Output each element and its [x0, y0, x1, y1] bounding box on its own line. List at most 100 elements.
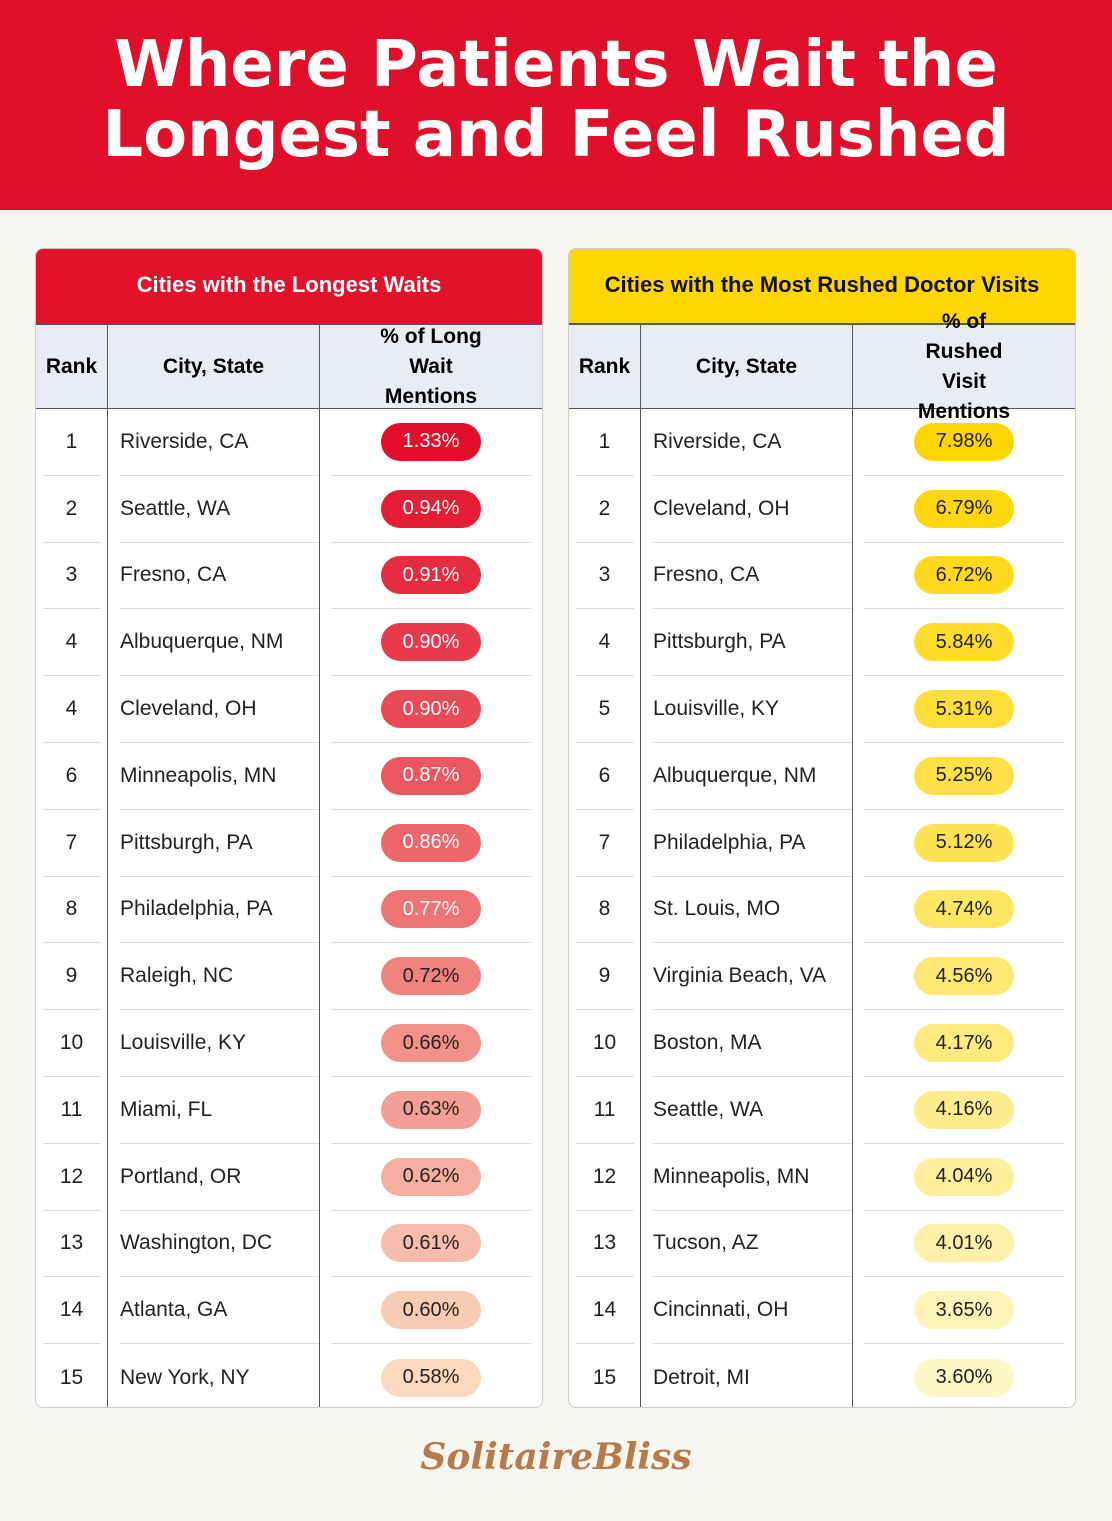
city: Philadelphia, PA: [120, 877, 319, 944]
value-pill: 0.86%: [381, 823, 481, 862]
rank-cell: 3: [36, 542, 108, 610]
value-pill: 4.56%: [914, 957, 1014, 996]
city-cell: Cincinnati, OH: [641, 1277, 853, 1345]
value-pill: 0.90%: [381, 623, 481, 662]
value-pill: 6.72%: [914, 556, 1014, 595]
value-wrap: 0.87%: [331, 743, 531, 810]
rank: 15: [592, 1365, 617, 1389]
value-pill: 4.16%: [914, 1090, 1014, 1129]
rank: 2: [575, 476, 634, 543]
city: Fresno, CA: [653, 543, 852, 610]
column-label: Rank: [36, 325, 108, 408]
rank: 5: [575, 676, 634, 743]
city: Philadelphia, PA: [653, 810, 852, 877]
value-wrap: 0.90%: [331, 609, 531, 677]
value-cell: 6.72%: [853, 543, 1075, 610]
table-row: 4 Albuquerque, NM 0.90%: [36, 609, 542, 677]
value-cell: 3.65%: [853, 1277, 1075, 1345]
city-cell: Minneapolis, MN: [641, 1143, 853, 1211]
value-pill: 4.04%: [914, 1157, 1014, 1196]
value-pill: 0.90%: [381, 690, 481, 729]
value-cell: 0.58%: [320, 1344, 542, 1407]
city-cell: Raleigh, NC: [108, 943, 320, 1011]
rank: 6: [575, 743, 634, 810]
rank-cell: 6: [569, 742, 641, 810]
table-row: 15 New York, NY 0.58%: [36, 1344, 542, 1407]
table-row: 3 Fresno, CA 0.91%: [36, 542, 542, 610]
value-wrap: 0.66%: [331, 1010, 531, 1077]
value-pill: 0.94%: [381, 489, 481, 528]
city-cell: St. Louis, MO: [641, 876, 853, 944]
city: Louisville, KY: [120, 1010, 319, 1077]
value-pill: 0.91%: [381, 556, 481, 595]
rank-cell: 2: [36, 475, 108, 543]
rank-cell: 10: [36, 1010, 108, 1077]
value-cell: 7.98%: [853, 409, 1075, 476]
rank: 6: [42, 743, 101, 810]
value-wrap: 5.25%: [864, 743, 1064, 810]
city: Atlanta, GA: [120, 1277, 319, 1345]
rank: 11: [42, 1077, 101, 1144]
rank-cell: 4: [569, 609, 641, 677]
city: Virginia Beach, VA: [653, 943, 852, 1011]
table-title: Cities with the Most Rushed Doctor Visit…: [569, 249, 1075, 325]
table-row: 13 Washington, DC 0.61%: [36, 1210, 542, 1278]
city: Louisville, KY: [653, 676, 852, 743]
value-cell: 4.74%: [853, 877, 1075, 944]
rank: 4: [575, 609, 634, 677]
city-cell: Miami, FL: [108, 1076, 320, 1144]
column-label: Rank: [569, 325, 641, 408]
city-cell: Atlanta, GA: [108, 1277, 320, 1345]
value-cell: 0.60%: [320, 1277, 542, 1345]
city-cell: Louisville, KY: [108, 1010, 320, 1077]
value-cell: 4.01%: [853, 1211, 1075, 1278]
value-pill: 4.17%: [914, 1024, 1014, 1063]
city-cell: Minneapolis, MN: [108, 742, 320, 810]
rank-cell: 15: [36, 1344, 108, 1407]
rank-cell: 1: [36, 409, 108, 476]
rank: 8: [42, 877, 101, 944]
value-cell: 0.77%: [320, 877, 542, 944]
rank-cell: 1: [569, 409, 641, 476]
table-row: 7 Pittsburgh, PA 0.86%: [36, 809, 542, 877]
value-cell: 5.84%: [853, 609, 1075, 677]
table-row: 4 Pittsburgh, PA 5.84%: [569, 609, 1075, 677]
value-wrap: 0.63%: [331, 1077, 531, 1144]
value-pill: 0.63%: [381, 1090, 481, 1129]
city-cell: Boston, MA: [641, 1010, 853, 1077]
table-row: 8 St. Louis, MO 4.74%: [569, 876, 1075, 944]
table-row: 14 Atlanta, GA 0.60%: [36, 1277, 542, 1345]
rank: 9: [42, 943, 101, 1011]
table: Cities with the Most Rushed Doctor Visit…: [568, 248, 1076, 1408]
table-row: 1 Riverside, CA 1.33%: [36, 409, 542, 476]
value-wrap: 4.04%: [864, 1144, 1064, 1211]
city-cell: Cleveland, OH: [108, 676, 320, 743]
city: Seattle, WA: [120, 476, 319, 543]
rank: 15: [59, 1365, 84, 1389]
table-title: Cities with the Longest Waits: [36, 249, 542, 325]
value-wrap: 0.61%: [331, 1211, 531, 1278]
value-cell: 0.94%: [320, 476, 542, 543]
value-wrap: 6.72%: [864, 543, 1064, 610]
value-cell: 4.56%: [853, 943, 1075, 1011]
table-row: 10 Boston, MA 4.17%: [569, 1010, 1075, 1077]
city: Riverside, CA: [653, 409, 852, 476]
rank-cell: 11: [36, 1076, 108, 1144]
table-row: 15 Detroit, MI 3.60%: [569, 1344, 1075, 1407]
column-header: Rank City, State % of Long Wait Mentions: [36, 325, 542, 409]
value-wrap: 0.62%: [331, 1144, 531, 1211]
value-wrap: 7.98%: [864, 409, 1064, 476]
rank: 14: [42, 1277, 101, 1345]
rank-cell: 14: [36, 1277, 108, 1345]
rank-cell: 6: [36, 742, 108, 810]
rank: 10: [575, 1010, 634, 1077]
rank: 7: [575, 810, 634, 877]
value-pill: 0.58%: [381, 1358, 481, 1397]
city-cell: Louisville, KY: [641, 676, 853, 743]
value-pill: 4.74%: [914, 890, 1014, 929]
value-cell: 0.90%: [320, 676, 542, 743]
table-row: 11 Miami, FL 0.63%: [36, 1076, 542, 1144]
rank-cell: 9: [569, 943, 641, 1011]
rank-cell: 13: [36, 1210, 108, 1278]
rank-cell: 9: [36, 943, 108, 1011]
